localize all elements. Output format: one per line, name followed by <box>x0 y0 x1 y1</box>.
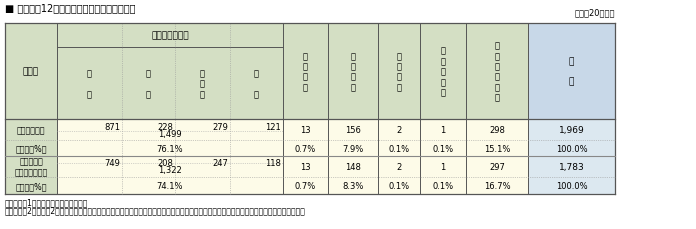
Text: 割　合（%）: 割 合（%） <box>15 144 47 153</box>
Bar <box>528 120 615 140</box>
Text: 死者数（人）: 死者数（人） <box>17 125 45 134</box>
Bar <box>283 140 528 156</box>
Text: ぼ

や: ぼ や <box>254 69 259 98</box>
Text: 1,499: 1,499 <box>158 129 182 138</box>
Text: 2: 2 <box>397 162 402 171</box>
Bar <box>57 156 283 177</box>
Text: 156: 156 <box>345 125 361 134</box>
Text: 279: 279 <box>212 122 228 131</box>
Bar <box>528 177 615 194</box>
Text: 16.7%: 16.7% <box>484 181 510 190</box>
Text: 74.1%: 74.1% <box>157 181 183 190</box>
Text: 100.0%: 100.0% <box>555 181 587 190</box>
Text: 118: 118 <box>265 159 281 168</box>
Bar <box>528 156 615 177</box>
Text: 13: 13 <box>300 125 311 134</box>
Text: 0.1%: 0.1% <box>388 144 409 153</box>
Text: 1: 1 <box>441 125 445 134</box>
Text: 部
分
焼: 部 分 焼 <box>200 69 205 98</box>
Bar <box>5 120 57 140</box>
Bar <box>283 120 528 140</box>
Text: 林
野
火
災: 林 野 火 災 <box>303 52 308 92</box>
Text: （備考）　1　「火災報告」により作成: （備考） 1 「火災報告」により作成 <box>5 197 88 206</box>
Bar <box>5 156 57 177</box>
Bar <box>5 140 57 156</box>
Bar <box>528 24 615 120</box>
Text: 148: 148 <box>345 162 361 171</box>
Text: 297: 297 <box>489 162 505 171</box>
Bar <box>5 24 528 120</box>
Text: 13: 13 <box>300 162 311 171</box>
Text: 15.1%: 15.1% <box>484 144 510 153</box>
Text: 車
両
火
災: 車 両 火 災 <box>351 52 356 92</box>
Text: 0.1%: 0.1% <box>432 181 454 190</box>
Text: 計: 計 <box>569 77 574 86</box>
Text: 建　物　火　災: 建 物 火 災 <box>151 31 189 40</box>
Text: 228: 228 <box>157 122 173 131</box>
Text: 76.1%: 76.1% <box>157 144 183 153</box>
Bar <box>283 177 528 194</box>
Text: 2　火災が2種類以上にわたった場合、火災報告取扱要領の取扱いにかかわらず、死者が発生した方の火災種別により整理している。: 2 火災が2種類以上にわたった場合、火災報告取扱要領の取扱いにかかわらず、死者が… <box>5 205 306 214</box>
Text: 8.3%: 8.3% <box>342 181 364 190</box>
Text: 割　合（%）: 割 合（%） <box>15 181 47 190</box>
Text: 0.7%: 0.7% <box>295 181 316 190</box>
Text: 合: 合 <box>569 57 574 66</box>
Text: 1,969: 1,969 <box>559 125 585 134</box>
Text: 208: 208 <box>157 159 173 168</box>
Bar <box>57 177 283 194</box>
Text: 749: 749 <box>104 159 120 168</box>
Text: 0.7%: 0.7% <box>295 144 316 153</box>
Text: 100.0%: 100.0% <box>555 144 587 153</box>
Text: 1: 1 <box>441 162 445 171</box>
Text: 121: 121 <box>265 122 281 131</box>
Text: 2: 2 <box>397 125 402 134</box>
Text: 0.1%: 0.1% <box>388 181 409 190</box>
Text: 7.9%: 7.9% <box>342 144 363 153</box>
Text: 1,322: 1,322 <box>158 166 182 175</box>
Text: （平成20年中）: （平成20年中） <box>574 8 615 17</box>
Text: 区　分: 区 分 <box>23 67 39 76</box>
Text: ■ 附属資料12　火災種別ごとの死者発生状況: ■ 附属資料12 火災種別ごとの死者発生状況 <box>5 3 136 13</box>
Text: 247: 247 <box>212 159 228 168</box>
Bar <box>57 140 283 156</box>
Bar <box>57 120 283 140</box>
Text: 航
空
機
火
災: 航 空 機 火 災 <box>441 46 445 97</box>
Bar <box>528 140 615 156</box>
Text: 298: 298 <box>489 125 505 134</box>
Bar <box>283 156 528 177</box>
Bar <box>5 177 57 194</box>
Text: 半

焼: 半 焼 <box>146 69 151 98</box>
Text: 0.1%: 0.1% <box>432 144 454 153</box>
Text: 全

焼: 全 焼 <box>87 69 92 98</box>
Text: 船
舶
火
災: 船 舶 火 災 <box>397 52 402 92</box>
Text: そ
の
他
の
火
災: そ の 他 の 火 災 <box>494 41 500 102</box>
Text: 死者の出た
火災件数（件）: 死者の出た 火災件数（件） <box>15 157 47 176</box>
Text: 871: 871 <box>104 122 120 131</box>
Text: 1,783: 1,783 <box>559 162 585 171</box>
